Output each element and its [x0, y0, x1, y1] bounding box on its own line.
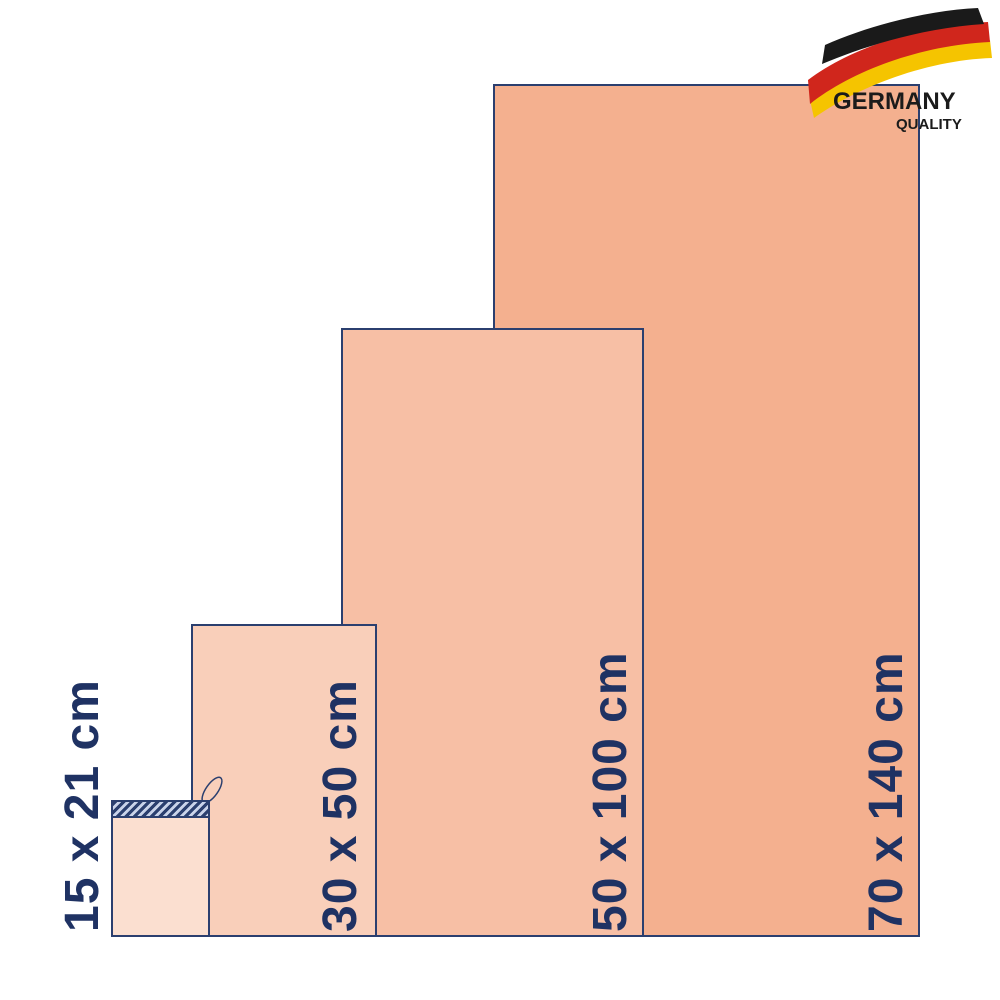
germany-quality-logo: GERMANY QUALITY — [800, 0, 1000, 140]
size-label-70x140: 70 x 140 cm — [860, 651, 913, 932]
german-flag-brush-icon — [808, 8, 992, 118]
logo-germany-text: GERMANY — [833, 88, 956, 115]
towel-50x100 — [341, 328, 644, 937]
pouch-15x21 — [111, 800, 210, 937]
size-label-15x21: 15 x 21 cm — [56, 679, 109, 932]
pouch-drawstring-band — [111, 800, 210, 818]
size-label-30x50: 30 x 50 cm — [314, 679, 367, 932]
logo-quality-text: QUALITY — [896, 116, 962, 133]
size-label-50x100: 50 x 100 cm — [584, 651, 637, 932]
